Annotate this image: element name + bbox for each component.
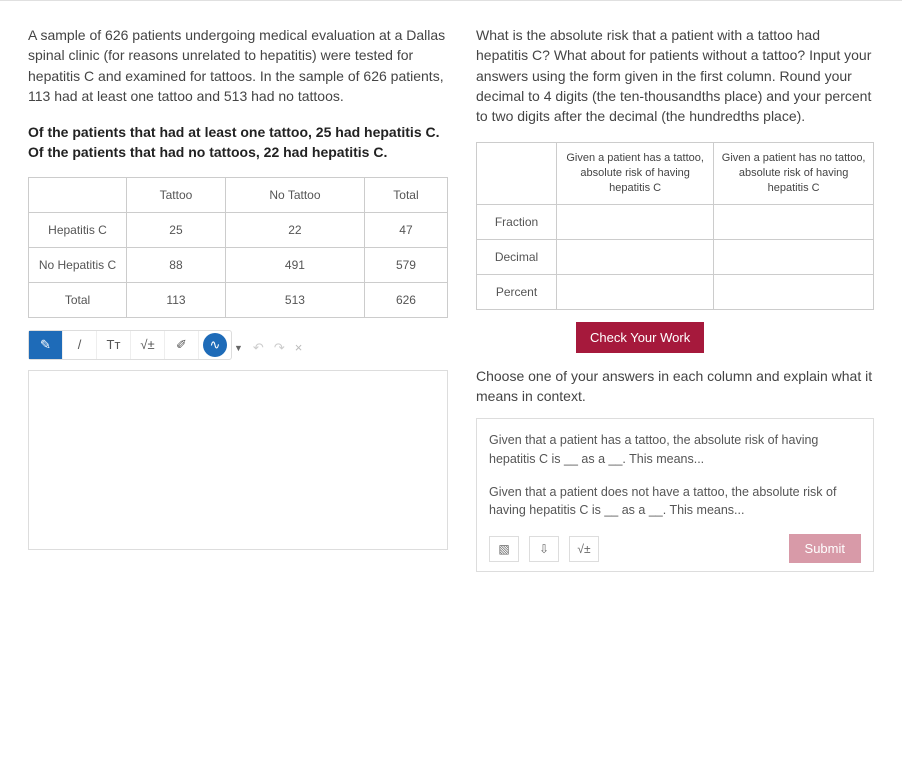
answer-row: Decimal	[477, 240, 874, 275]
answer-header-tattoo: Given a patient has a tattoo, absolute r…	[557, 143, 714, 205]
close-icon[interactable]: ×	[295, 340, 303, 355]
check-your-work-button[interactable]: Check Your Work	[576, 322, 704, 353]
contingency-table: Tattoo No Tattoo Total Hepatitis C 25 22…	[28, 177, 448, 318]
math-input-icon[interactable]: √±	[569, 536, 599, 562]
eraser-icon[interactable]: ✐	[165, 331, 199, 359]
table-row: Total 113 513 626	[29, 282, 448, 317]
answer-input-decimal-no-tattoo[interactable]	[714, 240, 874, 275]
cell: 513	[225, 282, 364, 317]
mic-icon[interactable]: ⇩	[529, 536, 559, 562]
redo-icon[interactable]: ↷	[274, 340, 285, 356]
handwriting-icon[interactable]: ∿	[203, 333, 227, 357]
table-row: Hepatitis C 25 22 47	[29, 212, 448, 247]
text-tool-icon[interactable]: Tᴛ	[97, 331, 131, 359]
answer-input-fraction-tattoo[interactable]	[557, 205, 714, 240]
response-toolbar: ▧ ⇩ √± Submit	[489, 534, 861, 563]
cell: 491	[225, 247, 364, 282]
response-box[interactable]: Given that a patient has a tattoo, the a…	[476, 418, 874, 572]
cell: 88	[127, 247, 226, 282]
problem-statement-1: A sample of 626 patients undergoing medi…	[28, 25, 448, 106]
pencil-fill-icon[interactable]: ✎	[29, 331, 63, 359]
drawing-workarea[interactable]	[28, 370, 448, 550]
image-upload-icon[interactable]: ▧	[489, 536, 519, 562]
answer-row-label: Percent	[477, 275, 557, 310]
answer-row-label: Fraction	[477, 205, 557, 240]
response-prompt-1: Given that a patient has a tattoo, the a…	[489, 431, 861, 469]
answer-header-no-tattoo: Given a patient has no tattoo, absolute …	[714, 143, 874, 205]
undo-icon[interactable]: ↶	[253, 340, 264, 356]
pencil-line-icon[interactable]: /	[63, 331, 97, 359]
explain-instruction: Choose one of your answers in each colum…	[476, 367, 874, 406]
answer-table: Given a patient has a tattoo, absolute r…	[476, 142, 874, 310]
cell: 47	[364, 212, 447, 247]
answer-row: Fraction	[477, 205, 874, 240]
response-prompt-2: Given that a patient does not have a tat…	[489, 483, 861, 521]
drawing-toolbar: ✎ / Tᴛ √± ✐ ∿	[28, 330, 232, 360]
answer-input-fraction-no-tattoo[interactable]	[714, 205, 874, 240]
cell: 626	[364, 282, 447, 317]
row-label: Total	[29, 282, 127, 317]
answer-input-decimal-tattoo[interactable]	[557, 240, 714, 275]
table-row: No Hepatitis C 88 491 579	[29, 247, 448, 282]
answer-input-percent-tattoo[interactable]	[557, 275, 714, 310]
answer-row-label: Decimal	[477, 240, 557, 275]
cell: 22	[225, 212, 364, 247]
table-header-tattoo: Tattoo	[127, 177, 226, 212]
cell: 25	[127, 212, 226, 247]
math-tool-icon[interactable]: √±	[131, 331, 165, 359]
row-label: No Hepatitis C	[29, 247, 127, 282]
problem-statement-2: Of the patients that had at least one ta…	[28, 122, 448, 163]
answer-header-blank	[477, 143, 557, 205]
submit-button[interactable]: Submit	[789, 534, 861, 563]
table-header-total: Total	[364, 177, 447, 212]
table-header-no-tattoo: No Tattoo	[225, 177, 364, 212]
cell: 579	[364, 247, 447, 282]
table-header-blank	[29, 177, 127, 212]
question-text: What is the absolute risk that a patient…	[476, 25, 874, 126]
row-label: Hepatitis C	[29, 212, 127, 247]
answer-row: Percent	[477, 275, 874, 310]
chevron-down-icon[interactable]: ▼	[234, 343, 243, 353]
answer-input-percent-no-tattoo[interactable]	[714, 275, 874, 310]
cell: 113	[127, 282, 226, 317]
